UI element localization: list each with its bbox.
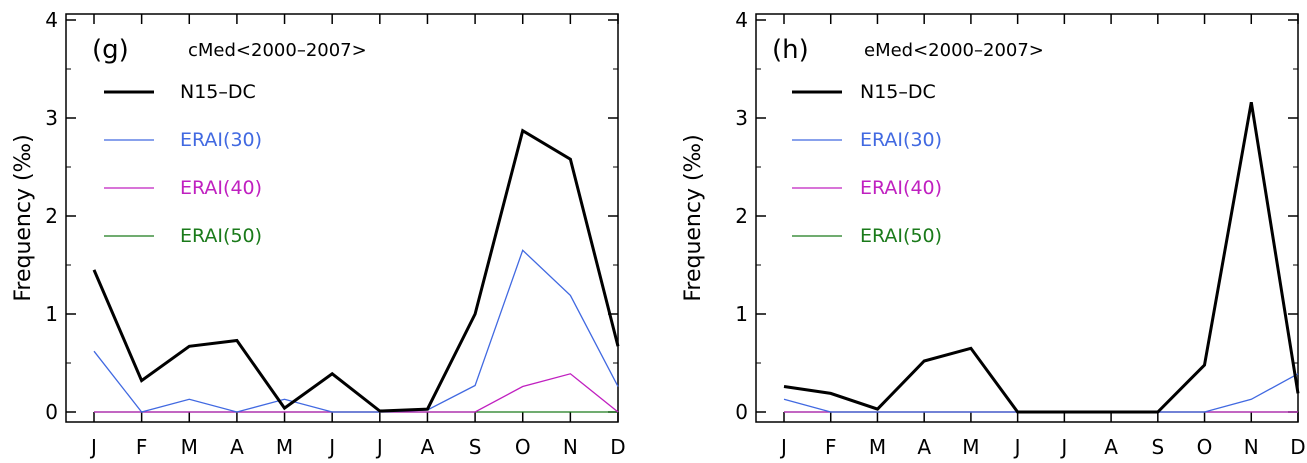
- series-line: [783, 373, 1299, 413]
- x-tick-label: J: [327, 435, 335, 459]
- x-tick-label: M: [962, 435, 979, 459]
- y-axis-label: Frequency (‰): [11, 134, 36, 301]
- series-line: [92, 128, 620, 413]
- series-line: [93, 249, 619, 413]
- y-tick-label: 0: [735, 400, 748, 424]
- legend-label: ERAI(50): [180, 225, 262, 247]
- chart-panel-h: 0 1 2 3 4 J F M A M J J A S O N D Frequency (‰) (h) eMed<20…: [681, 8, 1306, 459]
- y-tick-label: 3: [735, 106, 748, 130]
- y-tick-label: 1: [45, 302, 58, 326]
- y-tick-label: 4: [735, 8, 748, 32]
- x-tick-label: M: [276, 435, 293, 459]
- x-tick-label: A: [421, 435, 435, 459]
- legend-label: ERAI(50): [860, 225, 942, 247]
- x-tick-label: O: [1197, 435, 1213, 459]
- x-tick-label: D: [1290, 435, 1305, 459]
- x-tick-label: F: [825, 435, 837, 459]
- panel-label: (g): [92, 35, 129, 65]
- plot-frame: [65, 13, 619, 423]
- legend-label: ERAI(30): [860, 129, 942, 151]
- x-tick-label: S: [1151, 435, 1164, 459]
- legend-label: ERAI(40): [860, 177, 942, 199]
- y-tick-label: 1: [735, 302, 748, 326]
- y-tick-label: 3: [45, 106, 58, 130]
- x-tick-label: J: [375, 435, 383, 459]
- x-tick-label: M: [869, 435, 886, 459]
- x-tick-label: A: [917, 435, 931, 459]
- panel-label: (h): [772, 35, 809, 65]
- x-tick-label: S: [469, 435, 482, 459]
- y-tick-label: 2: [735, 204, 748, 228]
- x-tick-label: A: [1104, 435, 1118, 459]
- series-line: [783, 102, 1300, 414]
- y-tick-label: 0: [45, 400, 58, 424]
- x-tick-label: M: [181, 435, 198, 459]
- x-tick-label: J: [779, 435, 787, 459]
- chart-title: eMed<2000–2007>: [864, 40, 1044, 61]
- x-tick-label: O: [515, 435, 531, 459]
- x-tick-label: J: [1059, 435, 1067, 459]
- x-tick-label: D: [610, 435, 625, 459]
- legend-label: ERAI(40): [180, 177, 262, 199]
- legend-label: N15–DC: [860, 81, 936, 103]
- y-tick-label: 4: [45, 8, 58, 32]
- y-axis-label: Frequency (‰): [681, 134, 706, 301]
- plot-frame: [755, 13, 1299, 423]
- y-tick-label: 2: [45, 204, 58, 228]
- x-tick-label: A: [230, 435, 244, 459]
- x-tick-label: N: [1244, 435, 1259, 459]
- legend-label: ERAI(30): [180, 129, 262, 151]
- x-tick-label: N: [563, 435, 578, 459]
- x-tick-label: F: [136, 435, 148, 459]
- chart-panel-g: 0 1 2 3 4 J F M A M J J A S O N D Frequency (‰) (g) cMed<20…: [11, 8, 626, 459]
- legend-label: N15–DC: [180, 81, 256, 103]
- chart-title: cMed<2000–2007>: [188, 40, 367, 61]
- x-tick-label: J: [89, 435, 97, 459]
- x-tick-label: J: [1013, 435, 1021, 459]
